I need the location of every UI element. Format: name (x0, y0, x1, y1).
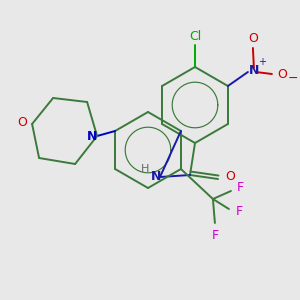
Text: Cl: Cl (189, 31, 201, 44)
Text: O: O (225, 170, 235, 184)
Text: −: − (288, 71, 298, 85)
Text: N: N (87, 130, 97, 142)
Text: O: O (17, 116, 27, 128)
Text: O: O (248, 32, 258, 44)
Text: H: H (141, 164, 149, 174)
Text: F: F (211, 229, 218, 242)
Text: F: F (235, 205, 242, 218)
Text: O: O (277, 68, 287, 80)
Text: N: N (151, 169, 161, 182)
Text: N: N (249, 64, 259, 76)
Text: F: F (236, 181, 244, 194)
Text: +: + (258, 57, 266, 67)
